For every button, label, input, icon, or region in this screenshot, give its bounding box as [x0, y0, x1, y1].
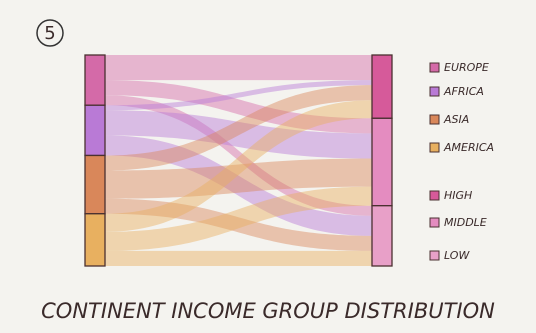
flow — [105, 95, 372, 216]
legend-label: LOW — [444, 249, 470, 262]
legend-swatch — [429, 142, 440, 153]
flow — [105, 250, 372, 266]
target-node — [371, 205, 393, 267]
legend-label: MIDDLE — [444, 216, 487, 229]
legend-label: AMERICA — [443, 141, 494, 154]
legend-label: AFRICA — [443, 85, 484, 98]
flow — [105, 85, 372, 171]
legend-swatch — [429, 190, 440, 201]
source-node — [84, 154, 106, 215]
flow — [105, 80, 372, 111]
flow — [105, 158, 372, 199]
legend-swatch — [429, 114, 440, 125]
source-node — [84, 104, 106, 157]
flow — [105, 110, 372, 159]
flow — [105, 55, 372, 81]
source-node — [84, 213, 106, 267]
flow — [105, 100, 372, 232]
legend-swatch — [429, 86, 440, 97]
target-node — [371, 117, 393, 207]
flow — [105, 186, 372, 251]
legend-swatch — [429, 250, 440, 261]
legend-swatch — [429, 217, 440, 228]
target-node — [371, 54, 393, 119]
flow — [105, 135, 372, 236]
chart-title: CONTINENT INCOME GROUP DISTRIBUTION — [41, 299, 495, 323]
badge-circle — [36, 19, 64, 47]
flow — [105, 198, 372, 251]
legend-label: EUROPE — [444, 61, 489, 74]
legend-label: HIGH — [444, 189, 472, 202]
flow — [105, 80, 372, 134]
badge: 5 — [44, 23, 55, 44]
source-node — [84, 54, 106, 106]
legend-swatch — [429, 62, 440, 73]
legend-label: ASIA — [443, 113, 469, 126]
